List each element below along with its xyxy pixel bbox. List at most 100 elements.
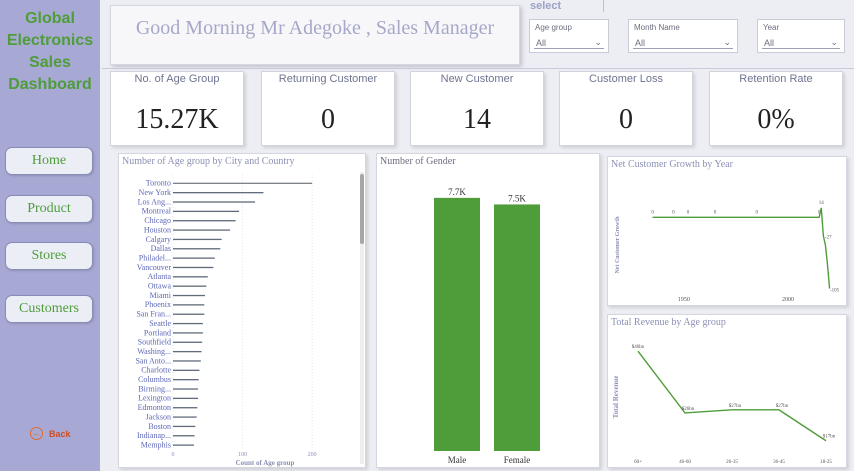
filter-underline (633, 48, 733, 49)
kpi-value: 15.27K (135, 104, 219, 135)
kpi-value: 14 (463, 104, 491, 135)
city-label: Atlanta (147, 272, 171, 281)
x-tick-label: 200 (308, 452, 317, 458)
city-bar (173, 220, 236, 222)
revenue-chart-panel: Total Revenue by Age group Total Revenue… (607, 314, 847, 468)
gender-bar (494, 204, 540, 451)
city-bar (173, 332, 203, 334)
chevron-down-icon: ⌄ (723, 37, 731, 47)
month-name-filter-value: All (635, 38, 646, 48)
gender-bar (434, 197, 480, 451)
kpi-returning-customer-card: Returning Customer 0 (261, 71, 395, 146)
revenue-line (637, 350, 827, 442)
scrollbar-track (360, 172, 364, 464)
city-label: Indianap... (137, 431, 171, 440)
city-label: Portland (144, 328, 171, 337)
age-group-filter-value: All (536, 38, 547, 48)
nav-product-button[interactable]: Product (5, 195, 93, 223)
gender-chart: 7.7K Male 7.5K Female (434, 187, 540, 465)
city-label: Dallas (151, 244, 171, 253)
back-button[interactable]: ← Back (30, 427, 71, 440)
growth-line (652, 207, 831, 289)
city-label: Charlotte (141, 366, 171, 375)
y-axis-label: Total Revenue (612, 376, 620, 419)
growth-data-label: 0 (651, 210, 654, 215)
kpi-title: Customer Loss (589, 73, 663, 85)
month-name-filter[interactable]: Month Name All ⌄ (628, 19, 738, 53)
gender-chart-title: Number of Gender (380, 156, 456, 167)
filter-underline (762, 48, 840, 49)
city-label: New York (139, 188, 171, 197)
year-filter[interactable]: Year All ⌄ (757, 19, 845, 53)
city-bar (173, 435, 195, 437)
city-bar (173, 210, 240, 213)
gender-data-label: 7.5K (508, 193, 526, 203)
revenue-data-label: $27bn (776, 404, 789, 409)
kpi-value: 0 (619, 104, 633, 135)
city-bar (173, 192, 264, 194)
city-label: San Fran... (136, 310, 171, 319)
kpi-customer-loss-card: Customer Loss 0 (559, 71, 693, 146)
x-axis-label: Count of Age group (236, 459, 295, 467)
growth-chart: Net Customer Growth 1950 2000 0 0 0 0 0 0 14 -27 -1… (615, 201, 840, 303)
city-label: Montreal (142, 207, 172, 216)
revenue-data-label: $26bn (682, 407, 695, 412)
city-chart-panel: Number of Age group by City and Country … (118, 153, 366, 468)
city-bar (173, 238, 222, 241)
city-bar (173, 257, 215, 259)
city-label: Chicago (144, 216, 171, 225)
city-bar (173, 397, 199, 400)
revenue-data-label: $46bn (632, 345, 645, 350)
city-bar (173, 379, 199, 381)
nav-stores-button[interactable]: Stores (5, 242, 93, 270)
back-arrow-icon: ← (30, 427, 43, 440)
city-label: Edmonton (138, 403, 171, 412)
kpi-title: No. of Age Group (134, 73, 220, 85)
city-bar (173, 294, 205, 297)
chevron-down-icon: ⌄ (594, 37, 602, 47)
kpi-title: Retention Rate (739, 73, 813, 85)
kpi-title: New Customer (440, 73, 514, 85)
age-group-filter[interactable]: Age group All ⌄ (529, 19, 609, 53)
filter-underline (534, 48, 604, 49)
revenue-data-label: $27bn (729, 404, 742, 409)
city-label: Seattle (149, 319, 171, 328)
brand-line-2: Electronics (6, 32, 94, 49)
dashboard-brand: Global Electronics Sales Dashboard (0, 8, 100, 96)
year-filter-value: All (764, 38, 775, 48)
city-label: Columbus (138, 375, 171, 384)
month-name-filter-label: Month Name (634, 23, 680, 32)
scrollbar-thumb (360, 174, 364, 244)
city-label: Birming... (138, 384, 171, 393)
kpi-retention-rate-card: Retention Rate 0% (709, 71, 843, 146)
growth-data-label: -105 (830, 289, 840, 294)
city-bar (173, 369, 200, 371)
revenue-chart-title: Total Revenue by Age group (611, 317, 726, 328)
kpi-age-group-card: No. of Age Group 15.27K (110, 71, 244, 146)
city-label: Houston (144, 225, 171, 234)
x-tick-label: 18-25 (820, 460, 832, 465)
gender-category-label: Female (504, 455, 531, 465)
x-tick-label: 26-35 (726, 460, 738, 465)
city-label: Vancouver (137, 263, 172, 272)
x-tick-label: 0 (172, 452, 175, 458)
x-tick-label: 100 (238, 452, 247, 458)
nav-home-button[interactable]: Home (5, 147, 93, 175)
gender-data-label: 7.7K (448, 187, 466, 197)
chevron-down-icon: ⌄ (830, 37, 838, 47)
city-label: Jackson (146, 412, 171, 421)
city-label: Toronto (146, 179, 171, 188)
header-divider (603, 0, 604, 12)
city-label: Phoenix (145, 300, 171, 309)
city-bar (173, 407, 198, 409)
nav-customers-button[interactable]: Customers (5, 295, 93, 323)
gender-category-label: Male (448, 455, 467, 465)
city-label: Lexington (138, 394, 171, 403)
city-bar (173, 444, 194, 446)
city-bar (173, 360, 201, 362)
age-group-filter-label: Age group (535, 23, 572, 32)
brand-line-3: Sales (29, 54, 71, 71)
x-tick-label: 1950 (678, 297, 690, 303)
city-bar (173, 276, 208, 278)
